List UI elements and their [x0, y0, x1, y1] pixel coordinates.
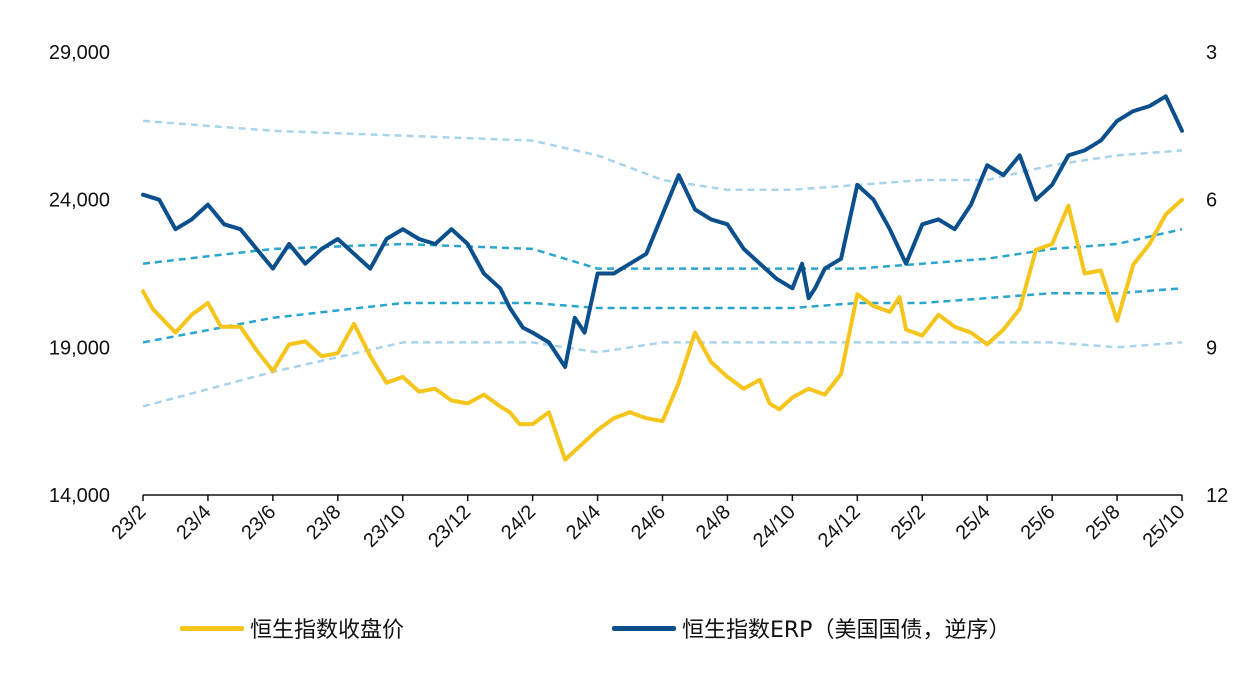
left-tick-label: 24,000: [49, 190, 110, 212]
legend-label-hsi: 恒生指数收盘价: [250, 618, 405, 643]
right-tick-label: 6: [1206, 190, 1217, 212]
band-line-outer-upper: [142, 119, 1183, 192]
x-tick-label: 23/6: [237, 501, 280, 544]
legend-label-erp: 恒生指数ERP（美国国债，逆序）: [682, 618, 1011, 643]
series-line-hsi: [141, 197, 1184, 462]
x-tick-label: 24/12: [814, 501, 865, 552]
x-tick-label: 25/4: [952, 501, 995, 544]
right-tick-label: 9: [1206, 337, 1217, 359]
right-axis-ticks: 3 6 9 12: [1206, 42, 1228, 507]
x-tick-label: 24/8: [692, 501, 735, 544]
x-tick-label: 24/2: [497, 501, 540, 544]
legend-item-hsi: 恒生指数收盘价: [180, 612, 404, 644]
series-line-erp: [141, 94, 1184, 369]
x-tick-label: 23/12: [424, 501, 475, 552]
legend-item-erp: 恒生指数ERP（美国国债，逆序）: [612, 612, 1010, 644]
x-tick-label: 23/10: [359, 501, 410, 552]
left-tick-label: 19,000: [49, 337, 110, 359]
series-lines: [141, 94, 1184, 462]
x-tick-label: 25/8: [1082, 501, 1125, 544]
x-tick-label: 25/6: [1017, 501, 1060, 544]
x-axis-ticks: 23/2 23/4 23/6 23/8 23/10 23/12 24/2 24/4 24/6 24…: [107, 495, 1190, 552]
band-line-outer-lower: [142, 341, 1183, 408]
right-tick-label: 3: [1206, 42, 1217, 64]
legend-swatch-erp: [612, 625, 676, 631]
band-line-inner-upper: [142, 227, 1183, 270]
x-tick-label: 24/6: [627, 501, 670, 544]
x-tick-label: 25/2: [887, 501, 930, 544]
x-tick-label: 23/8: [302, 501, 345, 544]
x-tick-label: 23/2: [107, 501, 150, 544]
band-lines: [142, 119, 1183, 408]
x-tick-label: 25/10: [1139, 501, 1190, 552]
band-line-inner-lower: [142, 287, 1183, 344]
x-tick-label: 24/10: [749, 501, 800, 552]
left-tick-label: 14,000: [49, 485, 110, 507]
right-tick-label: 12: [1206, 485, 1228, 507]
left-tick-label: 29,000: [49, 42, 110, 64]
x-tick-label: 24/4: [562, 501, 605, 544]
legend-swatch-hsi: [180, 625, 244, 631]
x-tick-label: 23/4: [172, 501, 215, 544]
left-axis-ticks: 29,000 24,000 19,000 14,000: [49, 42, 110, 507]
